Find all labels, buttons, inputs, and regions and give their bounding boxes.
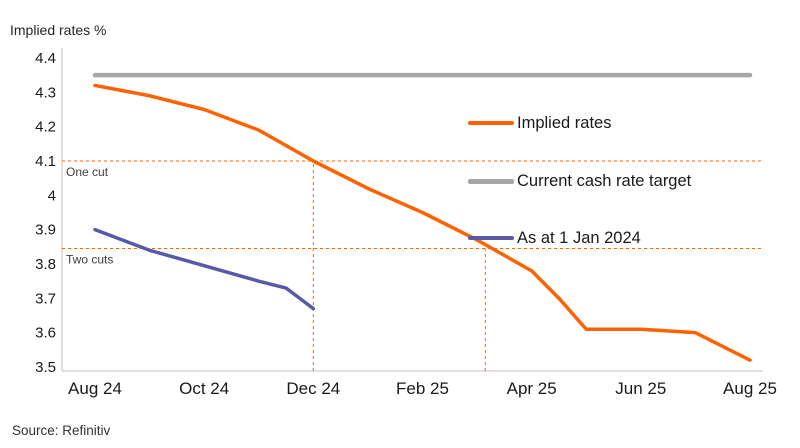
y-tick-label: 3.9 [35, 222, 56, 239]
x-tick-label: Apr 25 [507, 379, 557, 398]
y-tick-label: 3.5 [35, 359, 56, 376]
legend-swatch-cash-rate-target [468, 178, 514, 184]
source-note: Source: Refinitiv [12, 423, 111, 438]
legend-label-implied-rates: Implied rates [517, 113, 612, 132]
annotation-label: Two cuts [66, 253, 113, 267]
legend-item-cash-rate-target: Current cash rate target [468, 170, 691, 192]
series-line-as-at-1-jan-2024 [93, 227, 316, 311]
legend-label-cash-rate-target: Current cash rate target [517, 171, 692, 190]
x-tick-label: Dec 24 [286, 379, 340, 398]
y-axis-title: Implied rates % [10, 22, 107, 38]
x-tick-label: Oct 24 [179, 379, 229, 398]
y-tick-label: 4 [48, 187, 56, 204]
x-tick-label: Feb 25 [396, 379, 449, 398]
x-tick-label: Aug 25 [723, 379, 777, 398]
x-tick-label: Jun 25 [615, 379, 666, 398]
legend-item-implied-rates: Implied rates [468, 112, 611, 134]
series-line-implied-rates [93, 83, 752, 362]
y-tick-label: 4.4 [35, 50, 56, 67]
y-tick-label: 3.8 [35, 256, 56, 273]
legend-swatch-as-at-1-jan-2024 [468, 236, 514, 240]
x-tick-label: Aug 24 [68, 379, 122, 398]
y-tick-label: 4.3 [35, 84, 56, 101]
legend-label-as-at-1-jan-2024: As at 1 Jan 2024 [517, 228, 641, 247]
legend-item-as-at-1-jan-2024: As at 1 Jan 2024 [468, 227, 641, 249]
y-tick-label: 3.6 [35, 325, 56, 342]
annotation-label: One cut [66, 165, 109, 179]
y-tick-label: 4.2 [35, 119, 56, 136]
y-tick-label: 3.7 [35, 290, 56, 307]
legend-swatch-implied-rates [468, 121, 514, 125]
y-tick-label: 4.1 [35, 153, 56, 170]
